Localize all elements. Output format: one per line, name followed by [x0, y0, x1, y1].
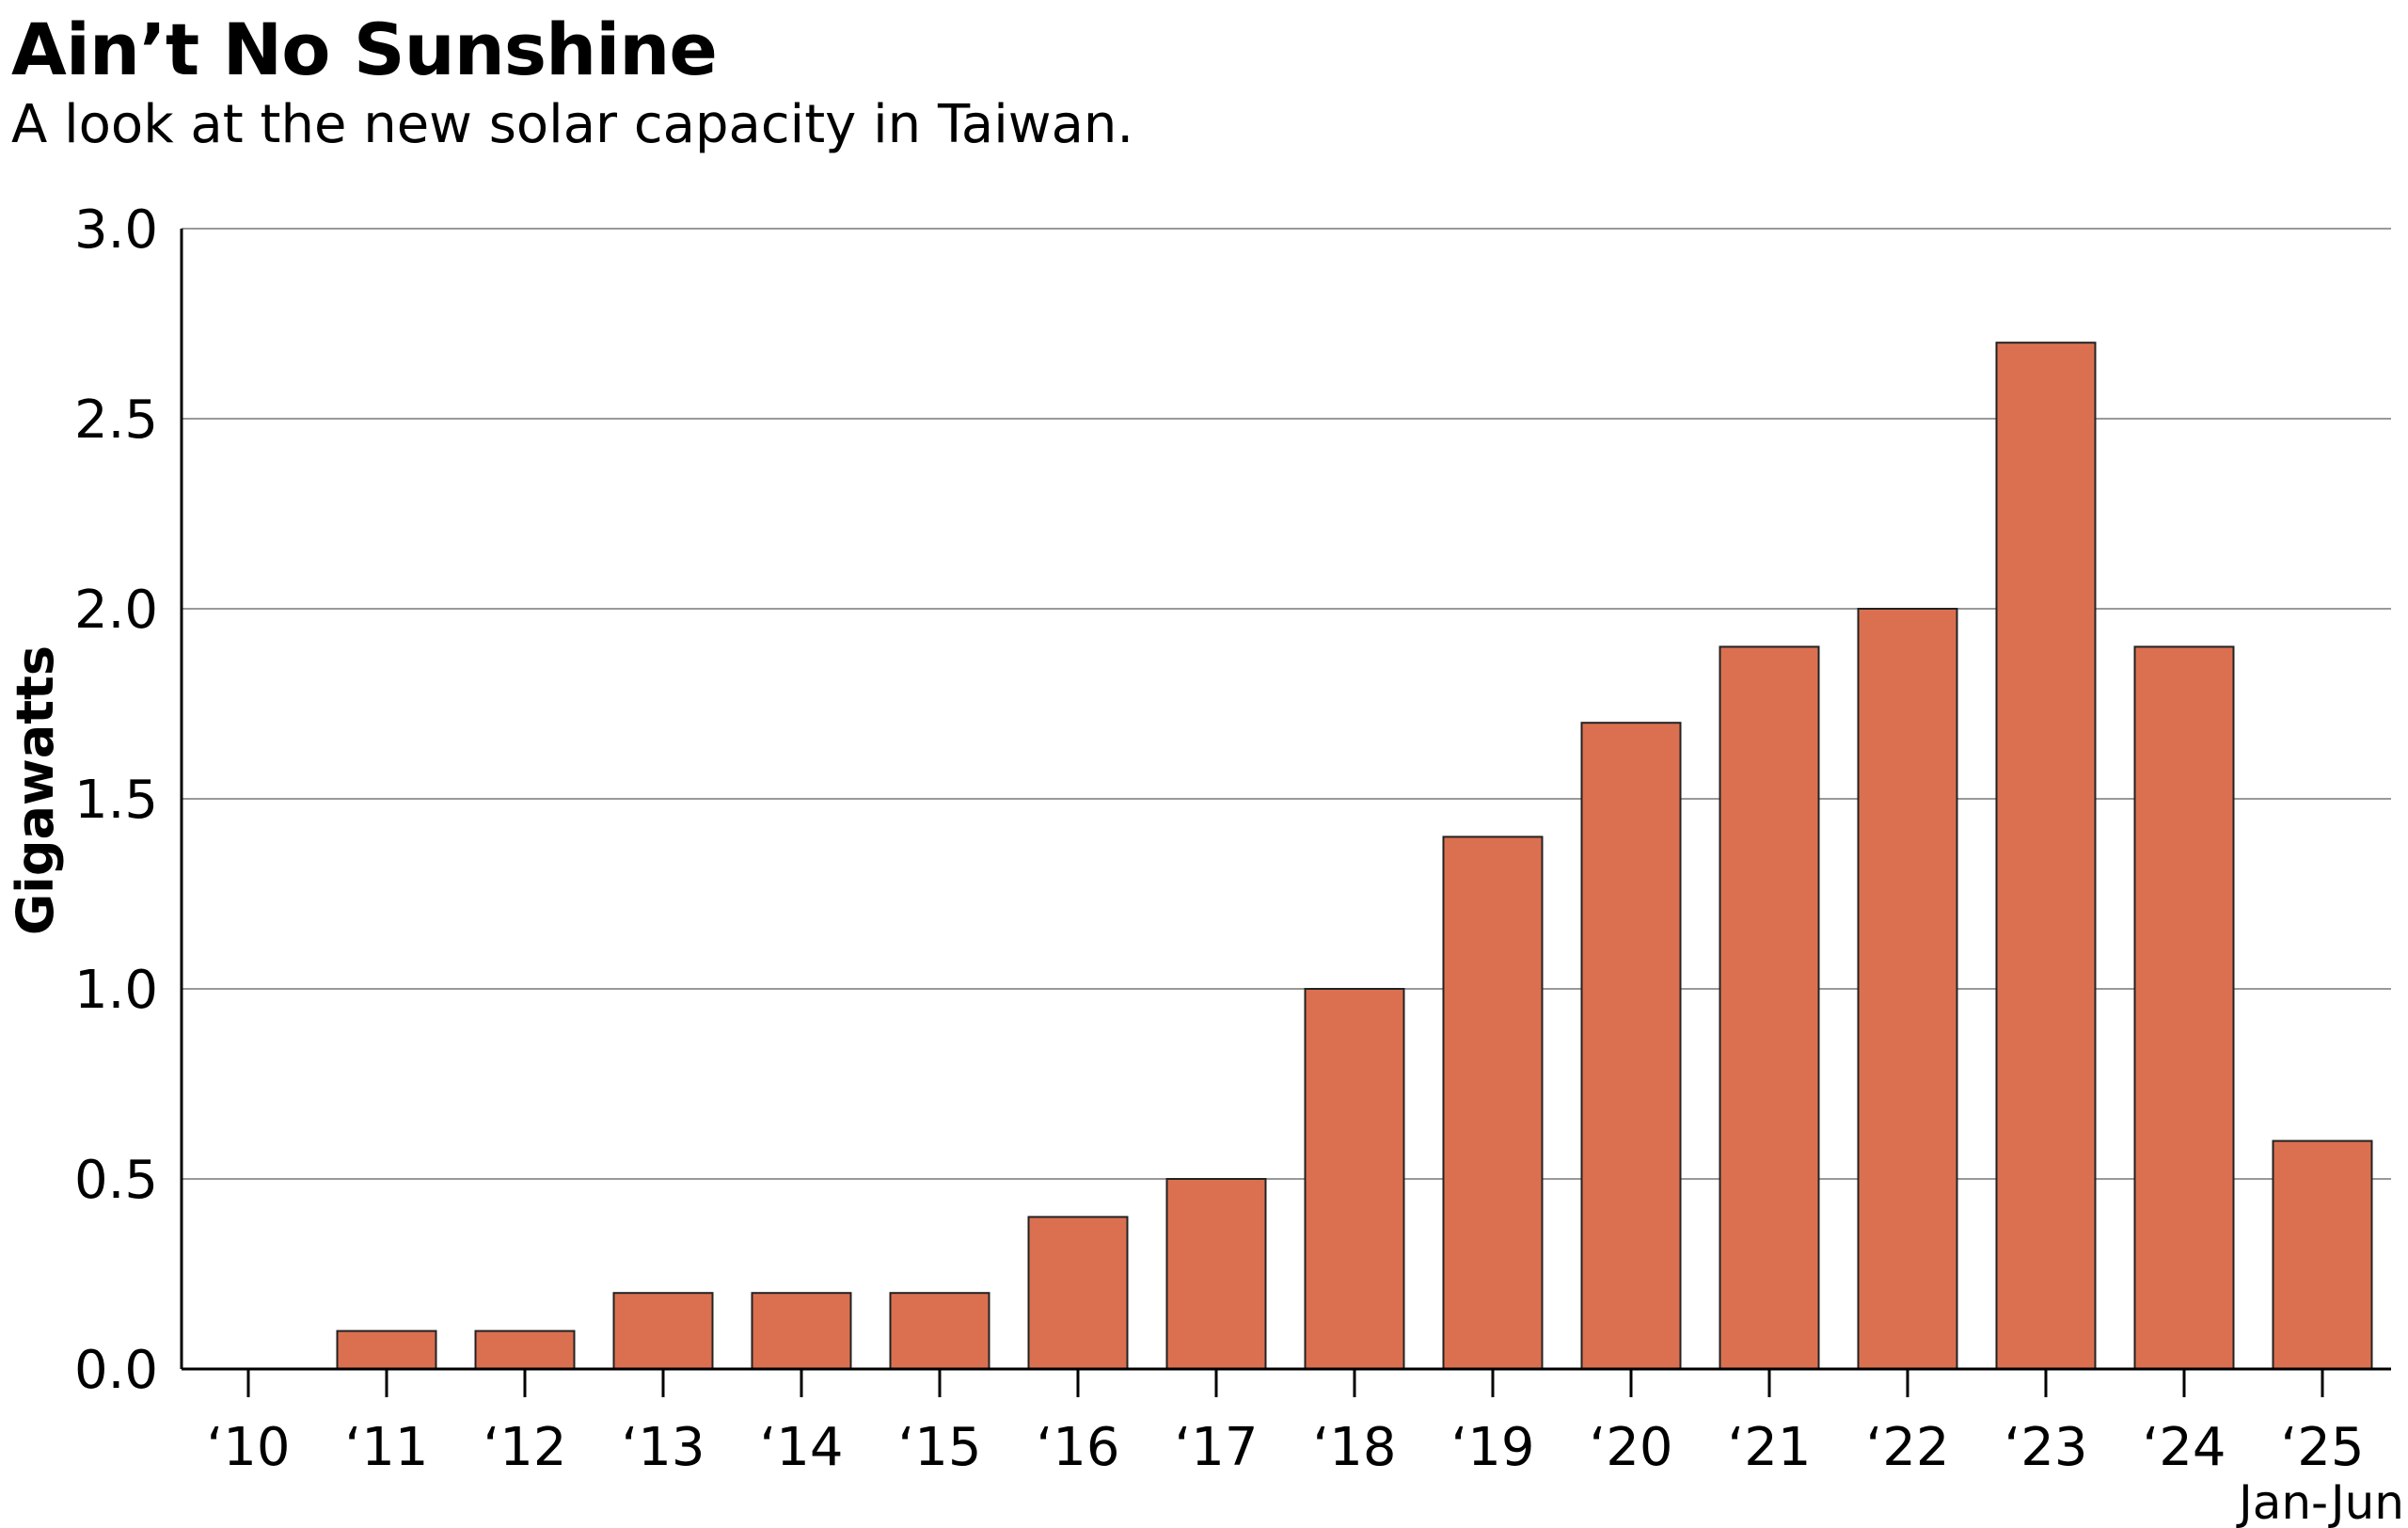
bar [474, 1329, 576, 1370]
chart-subtitle: A look at the new solar capacity in Taiw… [11, 94, 1134, 155]
x-tick-label: ‘14 [759, 1417, 843, 1478]
bar [751, 1292, 852, 1370]
bar [1442, 836, 1544, 1370]
bar [336, 1329, 437, 1370]
x-tick-label: ‘24 [2142, 1417, 2226, 1478]
x-tick-label: ‘10 [206, 1417, 290, 1478]
bar [1719, 645, 1820, 1370]
bar [2272, 1139, 2373, 1370]
y-tick-label: 0.5 [74, 1150, 158, 1211]
x-tick-label: ‘15 [897, 1417, 981, 1478]
x-tick-label: ‘21 [1727, 1417, 1811, 1478]
y-tick-label: 2.5 [74, 390, 158, 451]
y-tick-label: 1.0 [74, 960, 158, 1021]
x-tick-note: Jan-Jun [2236, 1475, 2404, 1528]
bar [1304, 988, 1405, 1370]
x-tick-label: ‘12 [483, 1417, 566, 1478]
x-tick-label: ‘19 [1450, 1417, 1534, 1478]
bar [612, 1292, 714, 1370]
x-tick-label: ‘13 [621, 1417, 705, 1478]
bar [1857, 608, 1958, 1370]
x-tick-label: ‘18 [1312, 1417, 1396, 1478]
bar [1995, 342, 2097, 1371]
bar [2133, 645, 2235, 1370]
y-axis-label: Gigawatts [6, 645, 65, 935]
bar [889, 1292, 990, 1370]
y-tick-label: 2.0 [74, 580, 158, 641]
x-tick-label: ‘23 [2004, 1417, 2087, 1478]
y-tick-label: 1.5 [74, 770, 158, 831]
x-tick-label: ‘25 [2280, 1417, 2364, 1478]
x-tick-label: ‘17 [1174, 1417, 1258, 1478]
bar [1165, 1178, 1267, 1370]
bar [1580, 722, 1682, 1370]
chart-title: Ain’t No Sunshine [11, 8, 718, 91]
y-tick-label: 3.0 [74, 199, 158, 261]
x-tick-label: ‘22 [1865, 1417, 1949, 1478]
bar [1027, 1216, 1129, 1371]
y-tick-label: 0.0 [74, 1340, 158, 1401]
x-tick-label: ‘16 [1036, 1417, 1119, 1478]
x-tick-label: ‘11 [344, 1417, 428, 1478]
x-tick-label: ‘20 [1589, 1417, 1672, 1478]
